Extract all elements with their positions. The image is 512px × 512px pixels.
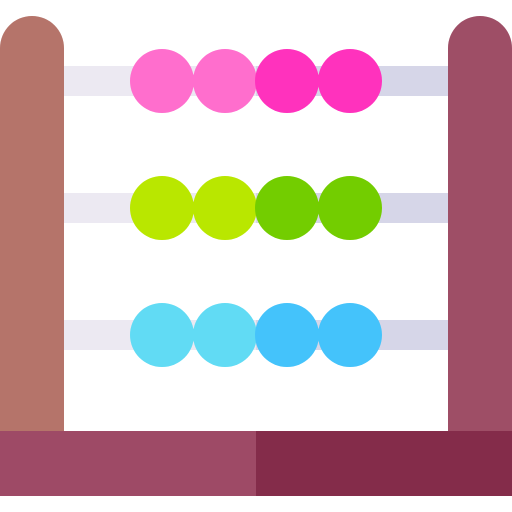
abacus-right-post [448, 16, 512, 440]
abacus-base-left [0, 431, 256, 496]
abacus-base-right [256, 431, 512, 496]
abacus-left-post [0, 16, 64, 440]
bottom-row-bead-4 [318, 303, 382, 367]
top-row-bead-3 [255, 49, 319, 113]
middle-row-bead-1 [130, 176, 194, 240]
top-row-bead-2 [193, 49, 257, 113]
middle-row-bead-3 [255, 176, 319, 240]
middle-row-bead-4 [318, 176, 382, 240]
bottom-row-bead-1 [130, 303, 194, 367]
bottom-row-bead-3 [255, 303, 319, 367]
bottom-row-bead-2 [193, 303, 257, 367]
top-row-bead-4 [318, 49, 382, 113]
middle-row-bead-2 [193, 176, 257, 240]
top-row-bead-1 [130, 49, 194, 113]
